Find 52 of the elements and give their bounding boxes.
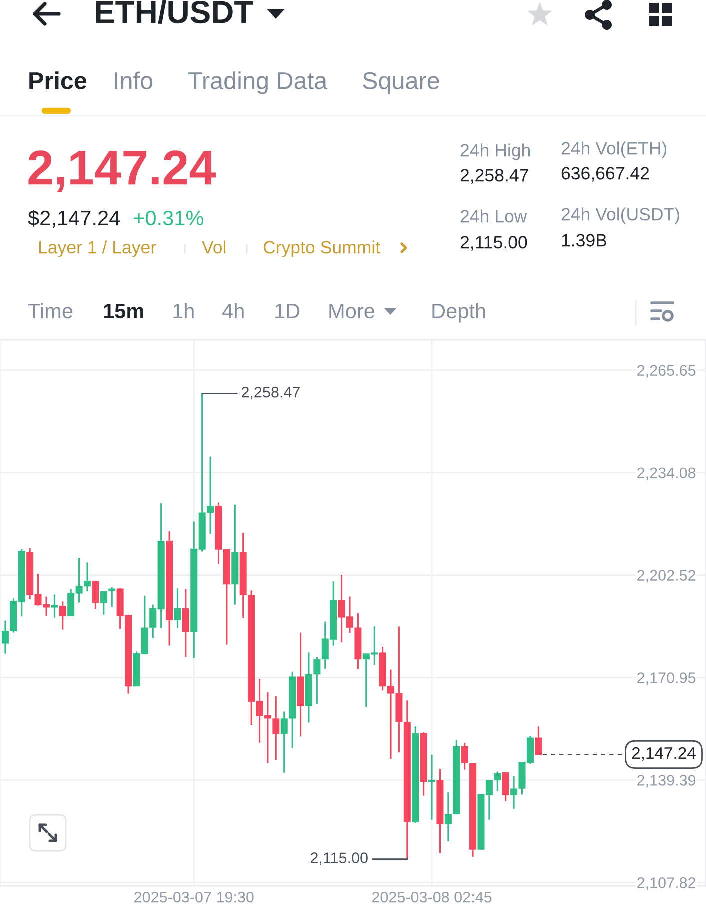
ref-line-label: 2,147.24 (632, 747, 696, 762)
annotation: 2,258.47 (242, 386, 300, 400)
text: Depth (432, 303, 486, 323)
y-tick-label: 2,107.82 (638, 878, 696, 890)
candlestick (535, 726, 542, 756)
text: 1h (174, 303, 194, 318)
candlestick (280, 710, 288, 774)
y-tick-label: 2,170.95 (638, 672, 696, 686)
annotation: 2,115.00 (310, 852, 368, 866)
candlestick (502, 772, 510, 802)
candlestick (207, 456, 214, 535)
text: Vol (202, 240, 226, 254)
candlestick (100, 591, 108, 616)
x-tick-label: 2025-03-07 19:30 (134, 892, 254, 903)
text: Info (115, 72, 153, 90)
text: Price (30, 72, 87, 90)
text: 2,258.47 (460, 169, 528, 184)
text: Layer 1 / Layer (39, 240, 156, 258)
text: 636,667.42 (562, 167, 650, 182)
text: +0.31% (134, 210, 204, 226)
text: Square (363, 72, 440, 94)
candlestick (174, 588, 182, 630)
text: Time (28, 303, 73, 319)
y-tick-label: 2,265.65 (638, 365, 696, 378)
candlestick (314, 656, 321, 705)
text: 4h (222, 303, 244, 318)
text: 24h Low (460, 210, 528, 223)
candlestick (59, 600, 66, 631)
text: More (330, 304, 375, 319)
candlestick (444, 792, 452, 842)
text: Crypto Summit (264, 240, 380, 258)
candlestick (108, 586, 116, 608)
candlestick (272, 695, 280, 761)
y-tick-label: 2,202.52 (638, 570, 696, 583)
text: 24h Vol(USDT) (562, 208, 680, 224)
chart-title: ETH/USDT (96, 0, 254, 24)
x-tick-label: 2025-03-08 02:45 (372, 892, 492, 903)
y-tick-label: 2,234.08 (638, 468, 696, 480)
candlestick (428, 754, 436, 821)
y-tick-label: 2,139.39 (638, 775, 696, 788)
text: 24h Vol(ETH) (562, 142, 667, 158)
text: 1D (276, 304, 300, 318)
candlestick (92, 580, 100, 610)
candlestick (461, 742, 468, 771)
text: $2,147.24 (28, 210, 120, 228)
text: 2,147.24 (28, 150, 216, 192)
text: 1.39B (562, 234, 607, 247)
text: 2,115.00 (460, 236, 528, 251)
candlestick (182, 588, 190, 658)
text: 24h High (460, 144, 530, 160)
text: Trading Data (188, 72, 328, 94)
text: 15m (104, 304, 144, 319)
